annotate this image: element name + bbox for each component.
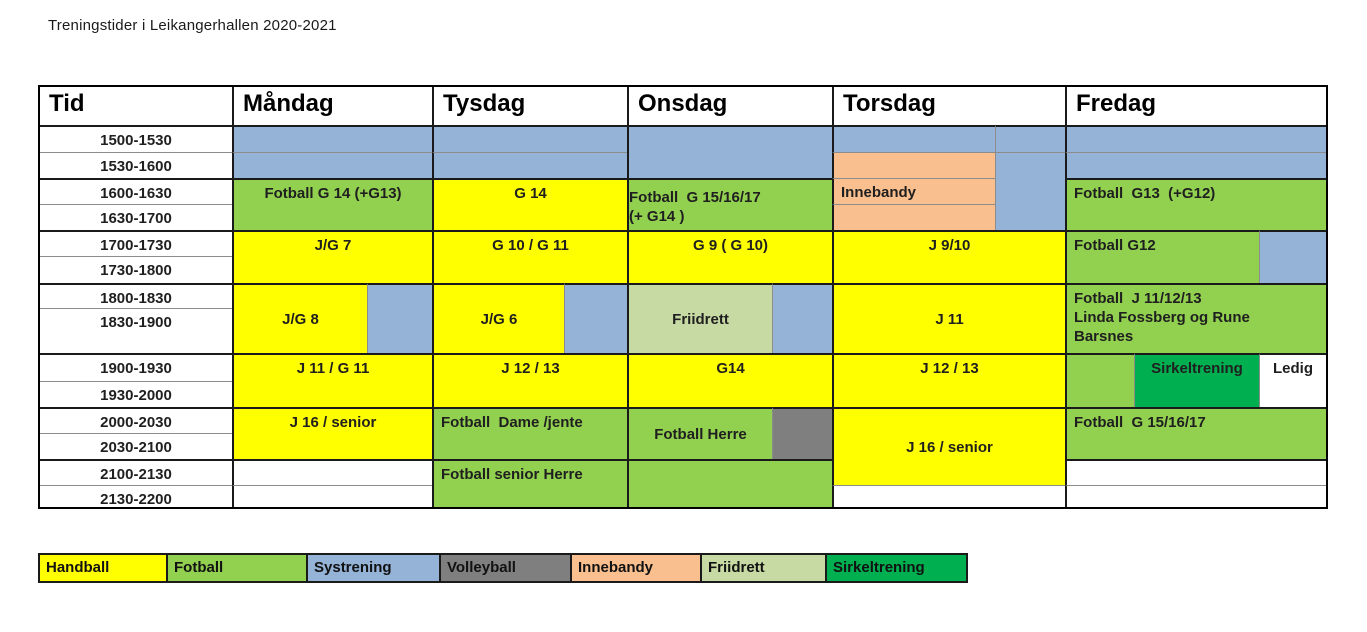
block-fre-empty-2100: [1065, 459, 1326, 485]
cell-tor-1600-innebandy: Innebandy: [832, 178, 995, 204]
cell-line: Fotball J 11/12/13: [1074, 290, 1202, 307]
time-1630-1700: 1630-1700: [40, 204, 232, 230]
legend-item-systrening: Systrening: [306, 553, 441, 583]
header-mandag: Måndag: [232, 87, 432, 125]
cell-line: Fotball G 15/16/17: [629, 189, 761, 206]
block-ons-volleyball-2000: [772, 407, 832, 459]
block-ons-fotball-2100: [627, 459, 832, 507]
block-fre-systrening-1530: [1065, 152, 1326, 178]
legend-item-handball: Handball: [38, 553, 168, 583]
cell-fre-1700-fotball-g12: Fotball G12: [1065, 230, 1259, 283]
block-ons-systrening-1800: [772, 283, 832, 353]
cell-man-1900-j11-g11: J 11 / G 11: [232, 353, 432, 407]
cell-tor-1800-j11: J 11: [832, 283, 1065, 353]
cell-tys-1700-g10-g11: G 10 / G 11: [432, 230, 627, 283]
block-tor-systrening-right-1500: [995, 125, 1065, 152]
block-fre-empty-2130: [1065, 485, 1326, 507]
block-fre-systrening-1500: [1065, 125, 1326, 152]
cell-ons-1800-friidrett: Friidrett: [627, 283, 772, 353]
cell-line: Linda Fossberg og Rune: [1074, 309, 1250, 326]
header-onsdag: Onsdag: [627, 87, 832, 125]
time-1600-1630: 1600-1630: [40, 178, 232, 204]
time-2000-2030: 2000-2030: [40, 407, 232, 433]
cell-fre-1600-fotball-g13: Fotball G13 (+G12): [1065, 178, 1326, 230]
legend-item-sirkeltrening: Sirkeltrening: [825, 553, 968, 583]
cell-tor-2000-j16-senior: J 16 / senior: [832, 407, 1065, 485]
time-2030-2100: 2030-2100: [40, 433, 232, 459]
cell-man-2000-j16-senior: J 16 / senior: [232, 407, 432, 459]
block-fre-fotball-1900: [1065, 353, 1134, 407]
block-tor-innebandy-1630: [832, 204, 995, 230]
legend-item-volleyball: Volleyball: [439, 553, 572, 583]
schedule-table: Tid Måndag Tysdag Onsdag Torsdag Fredag …: [38, 85, 1328, 509]
block-tor-systrening-1500: [832, 125, 995, 152]
time-1730-1800: 1730-1800: [40, 256, 232, 283]
time-1800-1830: 1800-1830: [40, 283, 232, 308]
block-tys-systrening-1500: [432, 125, 627, 152]
cell-man-1700-jg7: J/G 7: [232, 230, 432, 283]
cell-tor-1900-j12-13: J 12 / 13: [832, 353, 1065, 407]
header-tid: Tid: [49, 90, 85, 117]
cell-ons-1700-g9-g10: G 9 ( G 10): [627, 230, 832, 283]
block-fre-systrening-1700: [1259, 230, 1326, 283]
cell-tys-2100-fotball-senior-herre: Fotball senior Herre: [432, 459, 627, 507]
cell-fre-1800-fotball-j111213: Fotball J 11/12/13 Linda Fossberg og Rune…: [1065, 283, 1326, 353]
legend-item-fotball: Fotball: [166, 553, 308, 583]
block-tor-empty-2130: [832, 485, 1065, 507]
time-2100-2130: 2100-2130: [40, 459, 232, 485]
cell-tys-1900-j12-13: J 12 / 13: [432, 353, 627, 407]
block-man-systrening-1500: [232, 125, 432, 152]
cell-man-1600-fotball-g14: Fotball G 14 (+G13): [232, 178, 432, 230]
block-man-empty-2100: [232, 459, 432, 485]
time-1830-1900: 1830-1900: [40, 308, 232, 353]
time-1930-2000: 1930-2000: [40, 381, 232, 407]
time-2130-2200: 2130-2200: [40, 485, 232, 507]
time-1700-1730: 1700-1730: [40, 230, 232, 256]
block-ons-systrening-1500: [627, 125, 832, 178]
time-1530-1600: 1530-1600: [40, 152, 232, 178]
block-man-empty-2130: [232, 485, 432, 507]
block-tor-systrening-right-1530: [995, 152, 1065, 230]
cell-man-1800-jg8: J/G 8: [232, 283, 367, 353]
cell-ons-1900-g14: G14: [627, 353, 832, 407]
header-tysdag: Tysdag: [432, 87, 627, 125]
block-man-systrening-1530: [232, 152, 432, 178]
cell-ons-2000-fotball-herre: Fotball Herre: [627, 407, 772, 459]
cell-tor-1700-j910: J 9/10: [832, 230, 1065, 283]
cell-tys-2000-fotball-dame-jente: Fotball Dame /jente: [432, 407, 627, 459]
header-fredag: Fredag: [1065, 87, 1326, 125]
cell-line: Barsnes: [1074, 328, 1134, 345]
time-1500-1530: 1500-1530: [40, 125, 232, 152]
document-title: Treningstider i Leikangerhallen 2020-202…: [48, 17, 337, 34]
legend: Handball Fotball Systrening Volleyball I…: [38, 553, 968, 583]
legend-item-innebandy: Innebandy: [570, 553, 702, 583]
time-1900-1930: 1900-1930: [40, 353, 232, 381]
cell-fre-1900-sirkeltrening: Sirkeltrening: [1134, 353, 1259, 407]
legend-item-friidrett: Friidrett: [700, 553, 827, 583]
cell-tys-1600-g14: G 14: [432, 178, 627, 230]
cell-fre-2000-fotball-g151617: Fotball G 15/16/17: [1065, 407, 1326, 459]
cell-line: (+ G14 ): [629, 208, 685, 225]
block-tys-systrening-1530: [432, 152, 627, 178]
cell-ons-1600-fotball-g151617: Fotball G 15/16/17 (+ G14 ): [627, 178, 832, 230]
block-tys-systrening-1800: [564, 283, 627, 353]
block-man-systrening-1800: [367, 283, 432, 353]
header-torsdag: Torsdag: [832, 87, 1065, 125]
cell-fre-1900-ledig: Ledig: [1259, 353, 1326, 407]
cell-tys-1800-jg6: J/G 6: [432, 283, 564, 353]
block-tor-innebandy-1530: [832, 152, 995, 178]
